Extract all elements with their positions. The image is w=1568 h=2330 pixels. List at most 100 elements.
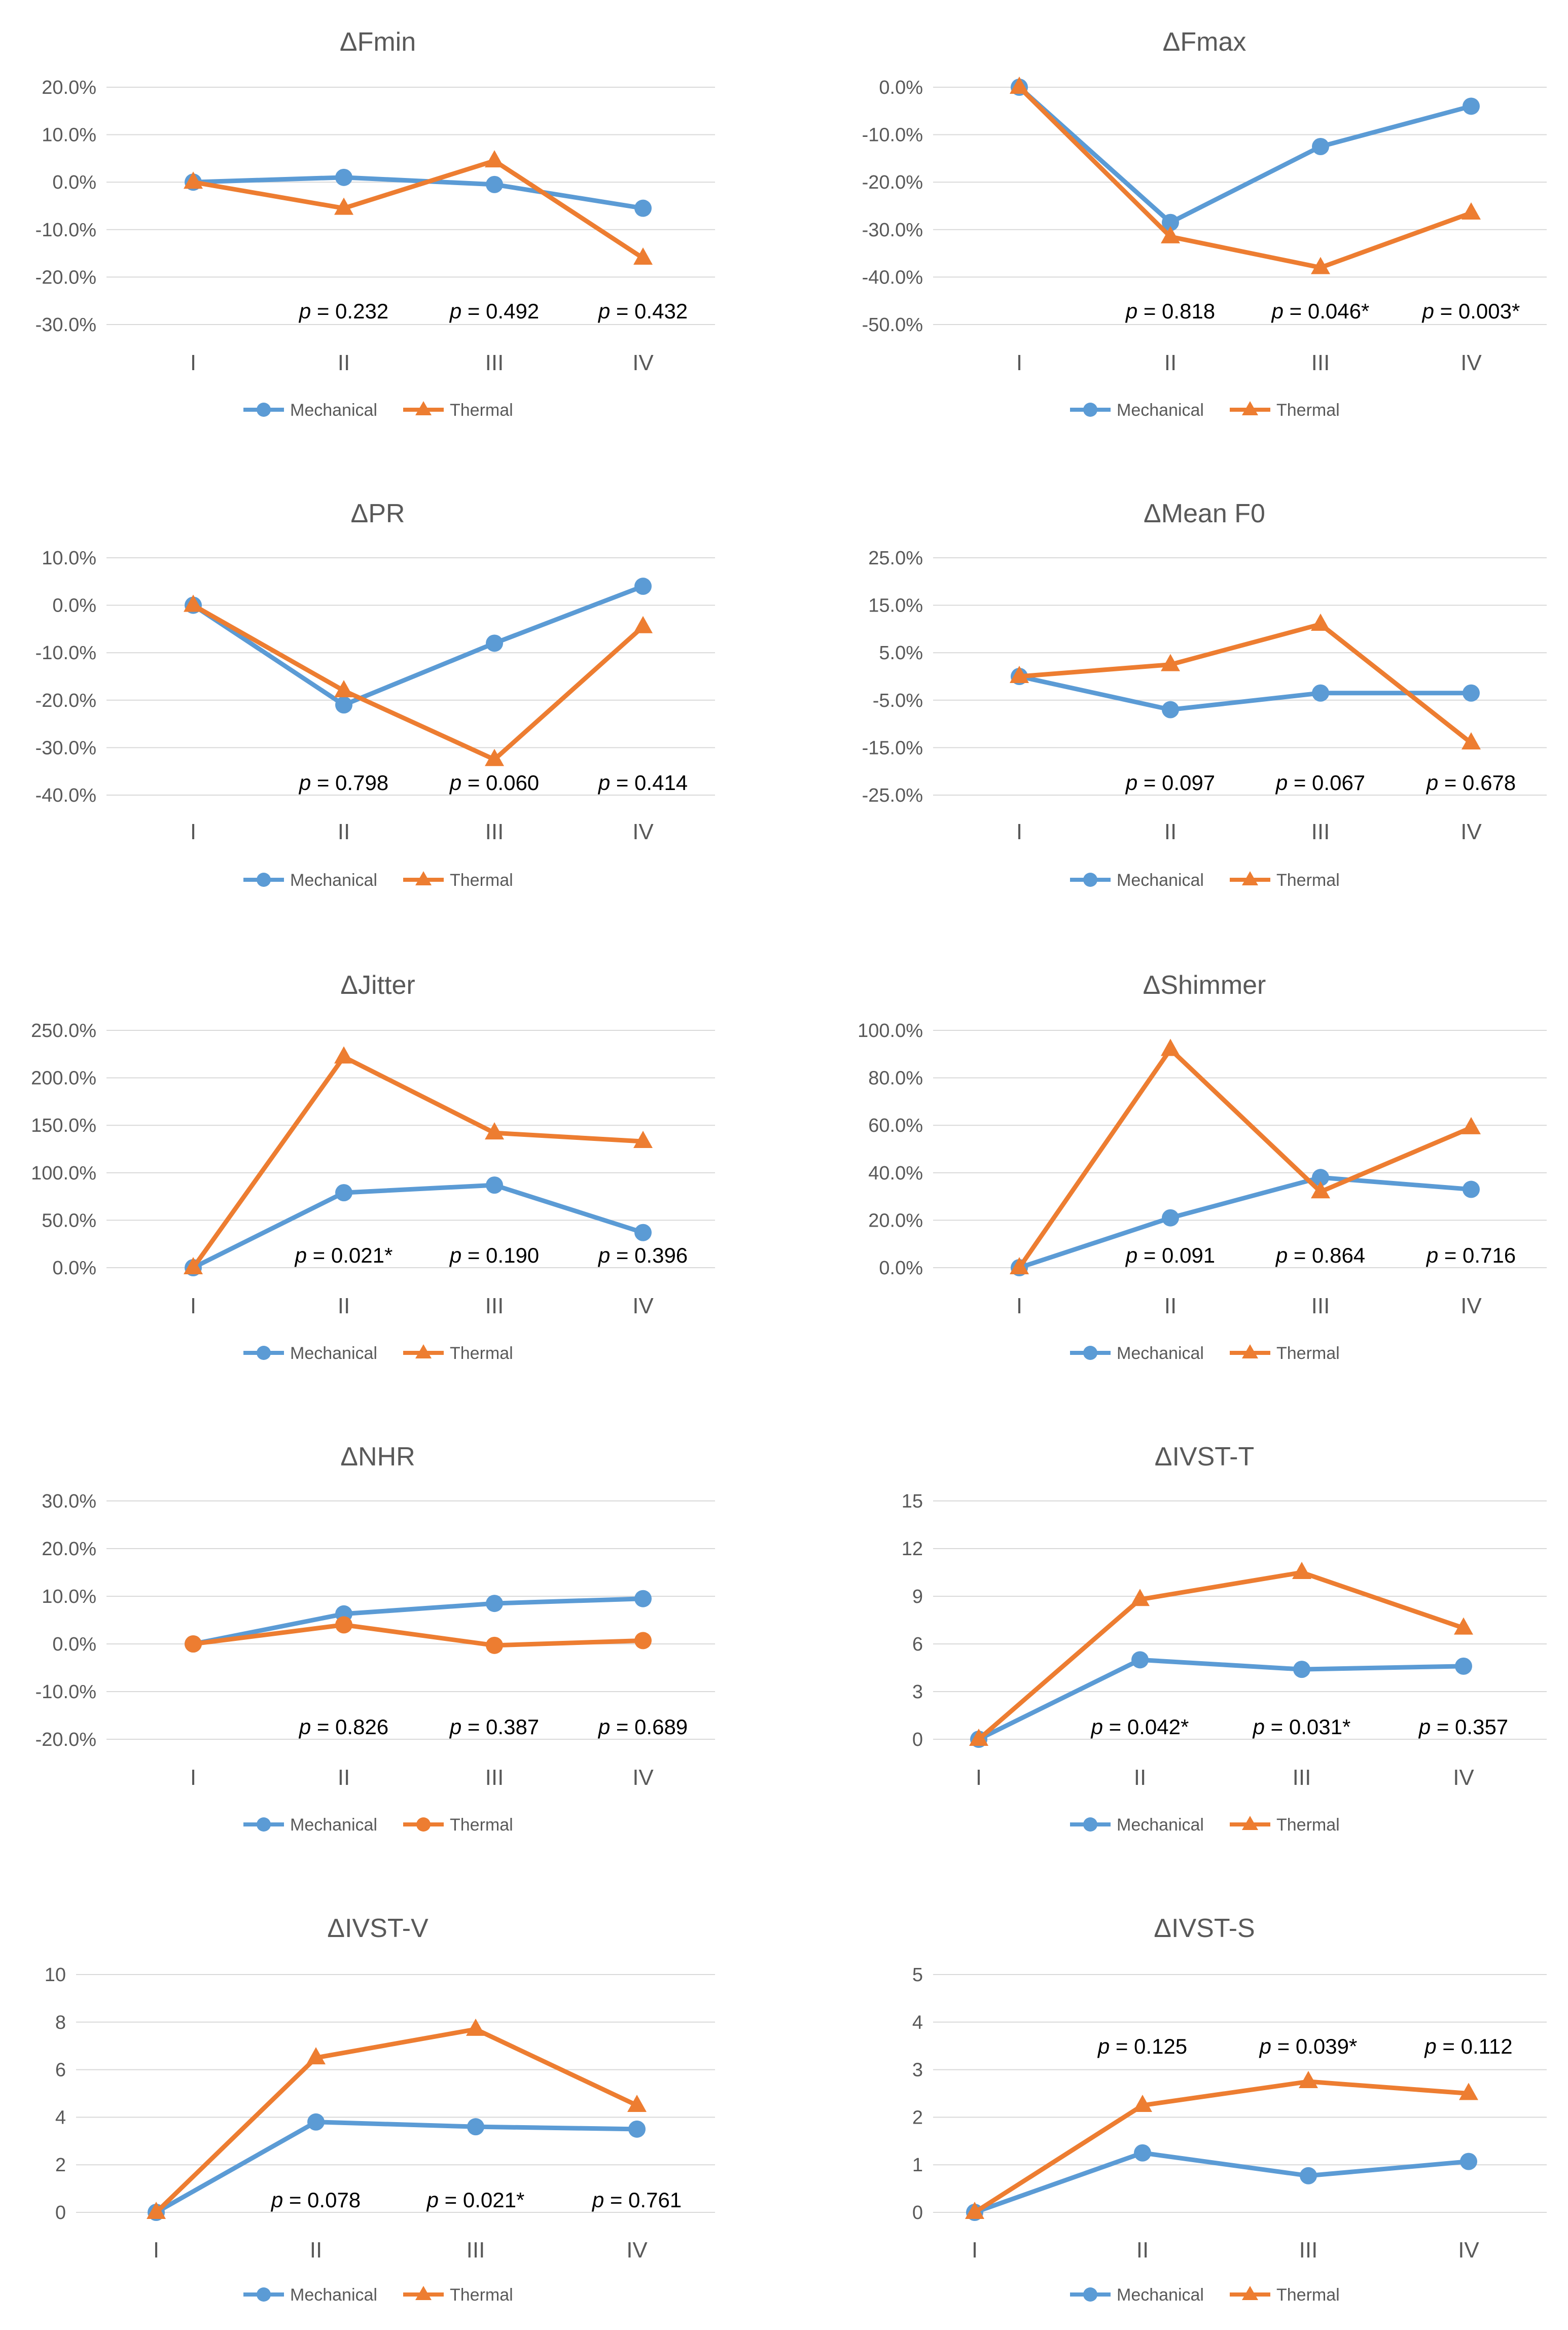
y-tick-label: -5.0% xyxy=(873,690,923,711)
y-tick-label: 3 xyxy=(912,1681,923,1703)
legend-label: Thermal xyxy=(1276,1344,1340,1363)
data-point-thermal xyxy=(1459,2083,1478,2100)
y-tick-label: -10.0% xyxy=(862,125,923,146)
legend-label: Mechanical xyxy=(290,2285,377,2305)
legend: Mechanical Thermal xyxy=(1070,1815,1340,1835)
x-category-label: I xyxy=(1016,1294,1022,1318)
y-tick-label: 20.0% xyxy=(42,77,96,98)
y-tick-label: -30.0% xyxy=(35,737,96,759)
legend: Mechanical Thermal xyxy=(243,401,513,420)
legend-marker xyxy=(257,403,271,417)
x-category-label: I xyxy=(153,2238,159,2263)
data-point-mechanical xyxy=(1312,1169,1329,1187)
p-value-label: p = 0.190 xyxy=(449,1243,539,1267)
data-point-thermal xyxy=(1010,1257,1029,1274)
series-line-thermal xyxy=(1019,622,1473,745)
x-category-label: IV xyxy=(632,350,654,375)
legend-marker xyxy=(1242,1344,1258,1358)
data-point-thermal xyxy=(1299,2071,1318,2089)
data-point-thermal xyxy=(184,594,203,612)
x-category-label: III xyxy=(1293,1765,1311,1790)
legend-label: Mechanical xyxy=(1117,2285,1204,2305)
data-point-mechanical xyxy=(1162,1209,1179,1227)
x-category-label: III xyxy=(1299,2238,1318,2263)
chart-title: ΔNHR xyxy=(340,1442,415,1472)
legend-marker xyxy=(1083,873,1097,887)
data-point-thermal xyxy=(1311,257,1330,274)
y-tick-label: 20.0% xyxy=(868,1210,923,1231)
y-tick-label: 0.0% xyxy=(52,172,96,193)
p-value-label: p = 0.091 xyxy=(1125,1243,1215,1267)
data-point-thermal xyxy=(485,150,504,168)
data-point-mechanical xyxy=(486,175,503,193)
x-category-label: I xyxy=(1016,819,1022,844)
chart-title: ΔPR xyxy=(351,499,405,528)
legend-marker xyxy=(257,2287,271,2302)
series-line-mechanical xyxy=(192,584,644,707)
data-point-thermal xyxy=(1010,666,1029,683)
series-line-mechanical xyxy=(978,1657,1464,1742)
legend: Mechanical Thermal xyxy=(1070,1344,1340,1363)
legend: Mechanical Thermal xyxy=(243,1344,513,1363)
y-tick-label: 0 xyxy=(912,2202,923,2224)
series-line-mechanical xyxy=(1017,85,1472,225)
p-value-label: p = 0.021* xyxy=(426,2188,525,2212)
p-value-label: p = 0.864 xyxy=(1275,1243,1365,1267)
y-tick-label: -10.0% xyxy=(35,642,96,664)
x-category-label: IV xyxy=(632,1765,654,1790)
data-point-thermal xyxy=(634,1632,652,1650)
p-value-label: p = 0.357 xyxy=(1418,1715,1508,1739)
data-point-thermal xyxy=(633,616,653,633)
data-point-mechanical xyxy=(1162,701,1179,719)
data-point-thermal xyxy=(1462,732,1481,750)
legend-marker xyxy=(415,1344,432,1358)
x-category-label: IV xyxy=(632,819,654,844)
x-category-label: II xyxy=(338,819,350,844)
x-category-label: III xyxy=(485,350,504,375)
y-tick-label: 0.0% xyxy=(879,77,923,98)
series-line-mechanical xyxy=(192,1182,644,1270)
y-tick-label: 25.0% xyxy=(868,548,923,569)
data-point-mechanical xyxy=(1455,1657,1472,1675)
legend-label: Mechanical xyxy=(1117,871,1204,890)
data-point-mechanical xyxy=(1300,2167,1317,2184)
data-point-thermal xyxy=(1311,614,1330,631)
p-value-label: p = 0.818 xyxy=(1125,299,1215,323)
data-point-mechanical xyxy=(486,1595,503,1612)
y-tick-label: 10 xyxy=(45,1964,66,1986)
p-value-label: p = 0.125 xyxy=(1097,2034,1187,2058)
y-tick-label: 150.0% xyxy=(31,1115,96,1136)
y-tick-label: 4 xyxy=(912,2012,923,2033)
y-tick-label: -20.0% xyxy=(862,172,923,193)
chart-title: ΔFmax xyxy=(1163,27,1246,57)
y-tick-label: -20.0% xyxy=(35,690,96,711)
y-tick-label: -30.0% xyxy=(35,314,96,336)
data-point-mechanical xyxy=(1293,1661,1310,1678)
x-category-label: II xyxy=(338,1765,350,1790)
legend-marker xyxy=(416,1817,431,1832)
x-category-label: I xyxy=(190,819,196,844)
y-tick-label: 250.0% xyxy=(31,1020,96,1042)
data-point-thermal xyxy=(184,1257,203,1274)
data-point-mechanical xyxy=(467,2118,484,2136)
x-category-label: IV xyxy=(1453,1765,1474,1790)
y-tick-label: 12 xyxy=(902,1538,923,1560)
y-tick-label: 60.0% xyxy=(868,1115,923,1136)
p-value-label: p = 0.042* xyxy=(1090,1715,1189,1739)
p-value-label: p = 0.432 xyxy=(597,299,688,323)
data-point-mechanical xyxy=(335,168,352,186)
y-tick-label: -10.0% xyxy=(35,220,96,241)
chart-jitter: ΔJitter 250.0% 200.0% 150.0% 100.0% 50.0% 0.0%… xyxy=(31,971,715,1363)
y-tick-label: -40.0% xyxy=(862,267,923,288)
p-value-label: p = 0.003* xyxy=(1421,299,1520,323)
legend-label: Thermal xyxy=(450,871,513,890)
p-value-label: p = 0.396 xyxy=(597,1243,688,1267)
x-category-label: III xyxy=(485,1765,504,1790)
chart-title: ΔIVST-T xyxy=(1155,1442,1255,1472)
legend-marker xyxy=(257,873,271,887)
x-category-label: I xyxy=(190,1765,196,1790)
x-category-label: II xyxy=(1164,1294,1177,1318)
y-tick-label: 10.0% xyxy=(42,125,96,146)
